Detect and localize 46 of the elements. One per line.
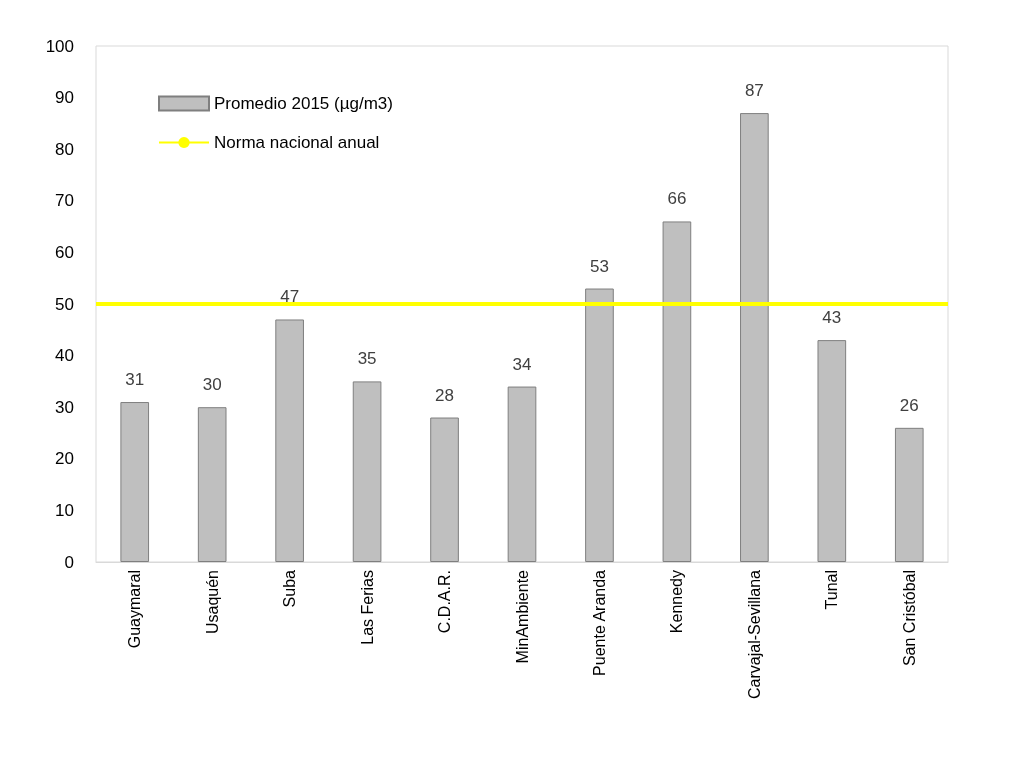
y-tick-label: 30 [55,397,74,417]
y-tick-label: 70 [55,191,74,211]
y-tick-label: 60 [55,242,74,262]
bar [430,417,459,562]
y-tick-label: 80 [55,139,74,159]
bar [507,386,537,562]
x-tick-label: Tunal [823,570,841,610]
legend-label: Norma nacional anual [214,133,380,152]
data-label: 66 [667,189,687,209]
y-tick-label: 0 [64,552,74,572]
x-tick-label: San Cristóbal [900,570,918,667]
y-tick-label: 20 [55,449,74,469]
x-tick-label: Guaymaral [126,570,144,649]
y-tick-label: 40 [55,346,74,366]
x-tick-label: Suba [281,569,299,608]
data-label: 26 [899,395,919,415]
bar [662,221,692,562]
bar [275,319,304,562]
data-label: 31 [125,370,145,390]
data-label: 28 [435,385,455,405]
data-label: 30 [202,375,222,395]
data-label: 34 [512,354,532,374]
bar [352,381,382,562]
y-tick-label: 50 [55,294,74,314]
data-label: 43 [822,308,842,328]
bar [197,407,227,562]
x-tick-label: MinAmbiente [513,569,531,664]
x-tick-label: Carvajal-Sevillana [745,569,763,699]
bar [894,427,924,562]
bar [585,288,614,562]
legend-label: Promedio 2015 (µg/m3) [214,94,393,113]
bar [120,402,150,562]
x-tick-label: Las Ferias [358,570,376,645]
data-label: 53 [589,256,609,276]
x-tick-label: C.D.A.R. [436,570,454,634]
y-tick-label: 90 [55,88,74,108]
bar [817,340,847,562]
x-tick-label: Puente Aranda [590,569,608,676]
x-tick-label: Usaquén [203,570,221,635]
y-tick-label: 10 [55,500,74,520]
data-label: 87 [744,81,764,101]
data-label: 47 [280,287,300,307]
x-tick-label: Kennedy [668,570,686,634]
y-tick-label: 100 [45,36,74,56]
bar [740,113,769,562]
data-label: 35 [357,349,377,369]
